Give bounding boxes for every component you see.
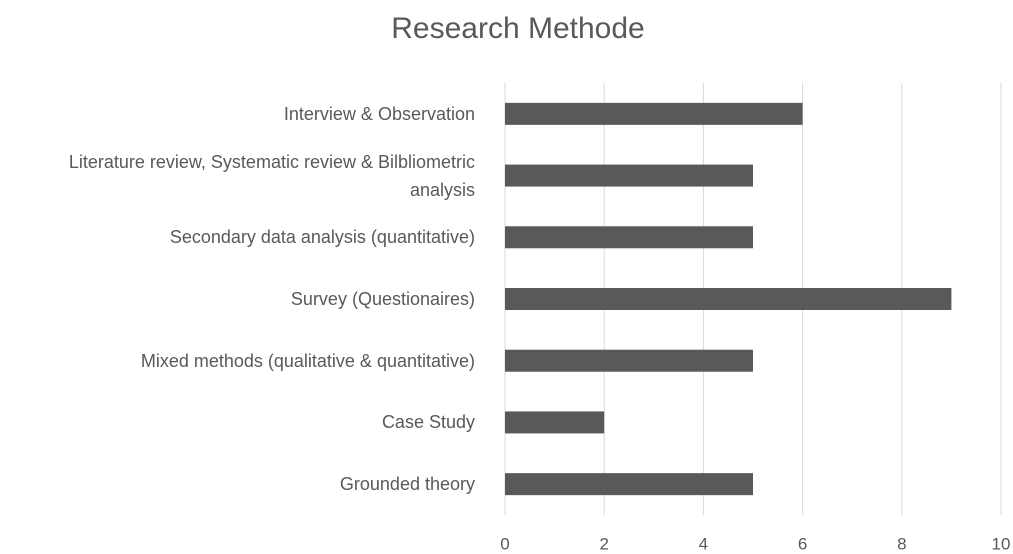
x-tick-label: 4 [699,534,708,553]
y-tick-label: Interview & Observation [283,103,475,124]
x-tick-label: 0 [500,534,509,553]
bar [505,411,605,434]
bar [505,349,753,372]
y-tick-label: Mixed methods (qualitative & quantitativ… [140,350,475,371]
bar [505,164,753,187]
x-tick-label: 2 [599,534,608,553]
x-tick-label: 6 [798,534,807,553]
x-tick-label: 8 [897,534,906,553]
bar [505,473,753,496]
chart-title: Research Methode [391,12,644,45]
y-tick-label: Case Study [381,412,475,433]
x-tick-label: 10 [992,534,1011,553]
y-tick-label: Literature review, Systematic review & B… [68,151,475,200]
bar [505,226,753,249]
y-tick-label: Grounded theory [339,474,475,495]
bar [505,102,803,125]
bar [505,288,952,310]
y-tick-label: Survey (Questionaires) [290,289,475,309]
y-tick-label: Secondary data analysis (quantitative) [169,227,475,248]
